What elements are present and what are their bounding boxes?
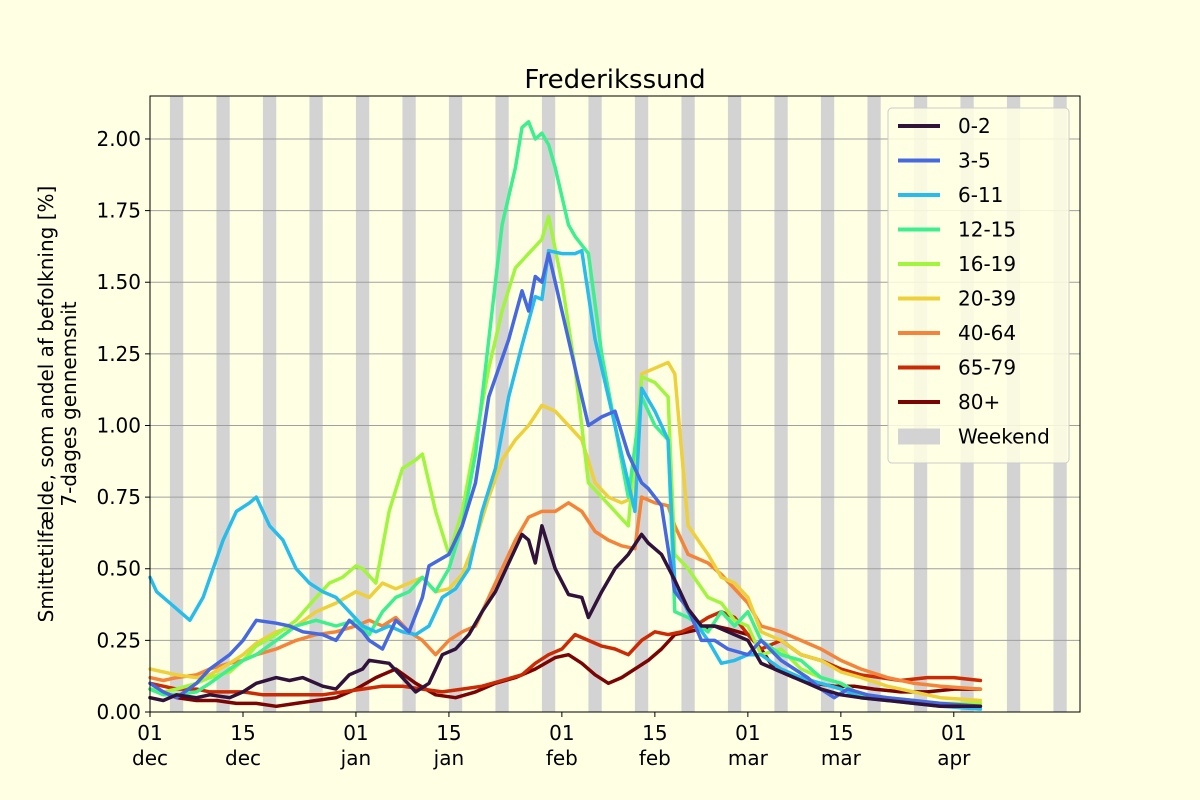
x-tick-label-month: dec bbox=[225, 746, 261, 770]
weekend-band bbox=[820, 96, 835, 712]
x-tick-label-month: mar bbox=[728, 746, 769, 770]
legend-label: 40-64 bbox=[958, 321, 1016, 345]
x-tick-label-month: apr bbox=[937, 746, 971, 770]
x-tick-label-day: 01 bbox=[549, 721, 574, 745]
weekend-band bbox=[262, 96, 277, 712]
weekend-band bbox=[541, 96, 556, 712]
x-tick-label-month: jan bbox=[340, 746, 372, 770]
series-lines bbox=[148, 120, 983, 711]
x-tick-label-day: 15 bbox=[436, 721, 461, 745]
x-tick-label-day: 01 bbox=[735, 721, 760, 745]
legend-label: 16-19 bbox=[958, 252, 1016, 276]
y-tick-label: 0.25 bbox=[96, 628, 141, 652]
x-tick-label-month: jan bbox=[433, 746, 465, 770]
x-tick-label-month: dec bbox=[132, 746, 168, 770]
x-tick-label-month: feb bbox=[639, 746, 671, 770]
y-tick-label: 1.75 bbox=[96, 199, 141, 223]
legend: 0-2 3-5 6-11 12-15 16-19 20-39 40-64 65-79 80+ We… bbox=[887, 107, 1070, 464]
weekend-band bbox=[169, 96, 184, 712]
series-line-6-11 bbox=[148, 248, 983, 711]
y-axis-label-line-2: 7-dages gennemsnit bbox=[57, 301, 81, 506]
weekend-band bbox=[774, 96, 788, 712]
x-tick-label-day: 01 bbox=[941, 721, 966, 745]
x-tick-label-day: 01 bbox=[137, 721, 162, 745]
series-line-40-64 bbox=[148, 495, 983, 691]
x-tick-label-day: 15 bbox=[828, 721, 853, 745]
x-tick-label-day: 15 bbox=[230, 721, 255, 745]
weekend-band bbox=[355, 96, 370, 712]
series-line-12-15 bbox=[148, 120, 983, 709]
weekend-band bbox=[727, 96, 742, 712]
weekend-band bbox=[402, 96, 416, 712]
series-line-0-2 bbox=[148, 524, 983, 709]
y-tick-label: 1.00 bbox=[96, 413, 141, 437]
y-axis-label-line-1: Smittetilfælde, som andel af befolkning … bbox=[34, 186, 58, 623]
plot-frame bbox=[149, 95, 1081, 713]
legend-label: 6-11 bbox=[958, 183, 1003, 207]
series-line-3-5 bbox=[148, 251, 983, 709]
legend-label: 20-39 bbox=[958, 287, 1016, 311]
legend-swatch-weekend bbox=[898, 428, 940, 445]
weekend-bands bbox=[169, 96, 1067, 712]
y-tick-label: 0.50 bbox=[96, 557, 141, 581]
legend-label: 80+ bbox=[958, 390, 1000, 414]
x-tick-label-day: 15 bbox=[642, 721, 667, 745]
x-axis: 01dec15dec01jan15jan01feb15feb01mar15mar… bbox=[132, 712, 971, 770]
y-tick-label: 0.00 bbox=[96, 700, 141, 724]
y-axis: 0.00 0.25 0.50 0.75 1.00 1.25 1.50 1.75 2.00 bbox=[96, 127, 150, 724]
y-tick-label: 0.75 bbox=[96, 485, 141, 509]
x-tick-label-month: mar bbox=[821, 746, 862, 770]
series-line-20-39 bbox=[148, 360, 983, 703]
x-tick-label-day: 01 bbox=[343, 721, 368, 745]
weekend-band bbox=[216, 96, 230, 712]
legend-label: 3-5 bbox=[958, 149, 991, 173]
y-tick-label: 2.00 bbox=[96, 127, 141, 151]
weekend-band bbox=[867, 96, 881, 712]
weekend-band bbox=[681, 96, 695, 712]
weekend-band bbox=[588, 96, 602, 712]
x-tick-label-month: feb bbox=[546, 746, 578, 770]
legend-label: 65-79 bbox=[958, 356, 1016, 380]
legend-label: 12-15 bbox=[958, 218, 1016, 242]
y-tick-label: 1.50 bbox=[96, 270, 141, 294]
legend-label-weekend: Weekend bbox=[958, 425, 1050, 449]
y-tick-label: 1.25 bbox=[96, 342, 141, 366]
chart-title: Frederikssund bbox=[524, 65, 705, 95]
legend-label: 0-2 bbox=[958, 114, 991, 138]
weekend-band bbox=[309, 96, 323, 712]
weekend-band bbox=[448, 96, 463, 712]
